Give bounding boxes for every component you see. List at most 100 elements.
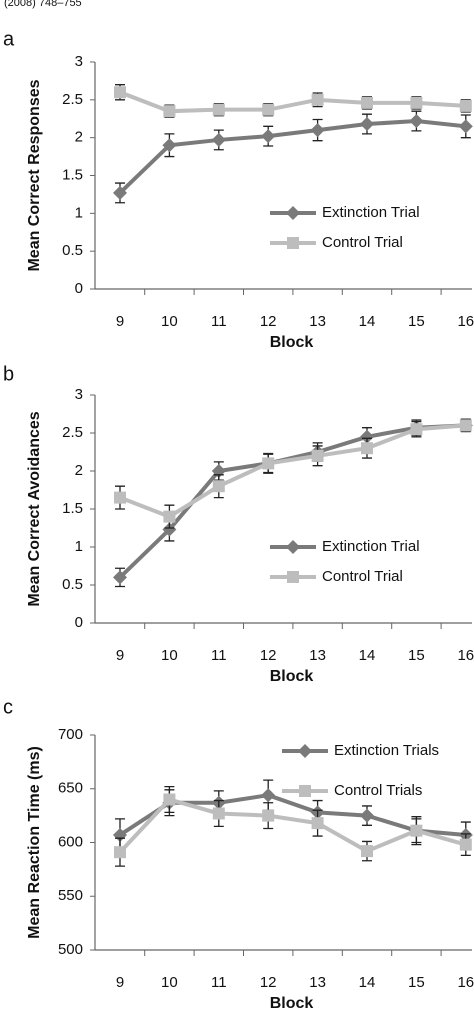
marker-square (410, 824, 423, 837)
marker-diamond (409, 114, 424, 129)
marker-diamond (286, 206, 300, 220)
y-tick-label: 2.5 (62, 424, 83, 441)
marker-square (262, 457, 275, 470)
marker-diamond (360, 808, 374, 823)
marker-square (311, 449, 324, 462)
y-tick-label: 700 (58, 726, 83, 743)
legend-label: Extinction Trial (322, 204, 420, 221)
marker-square (361, 442, 373, 455)
marker-square (410, 96, 423, 109)
legend-label: Control Trials (334, 782, 422, 799)
marker-square (311, 817, 324, 830)
x-tick-label: 10 (161, 974, 178, 991)
marker-square (212, 103, 225, 116)
y-axis-title: Mean Reaction Time (ms) (26, 746, 43, 939)
x-axis-title: Block (270, 334, 314, 351)
marker-diamond (360, 429, 374, 444)
y-axis-title: Mean Correct Responses (26, 79, 43, 271)
marker-square (410, 423, 423, 436)
y-axis-title: Mean Correct Avoidances (26, 411, 43, 606)
marker-diamond (211, 132, 226, 147)
x-tick-label: 14 (359, 974, 376, 991)
x-tick-label: 15 (408, 974, 425, 991)
marker-square (212, 807, 225, 820)
legend-label: Extinction Trial (322, 538, 420, 555)
marker-square (163, 510, 176, 523)
x-tick-label: 12 (260, 313, 277, 330)
x-tick-label: 10 (161, 647, 178, 664)
x-tick-label: 13 (309, 974, 326, 991)
marker-square (163, 105, 176, 118)
marker-square (114, 491, 126, 504)
x-tick-label: 11 (211, 647, 227, 664)
x-axis-title: Block (270, 995, 314, 1012)
x-tick-label: 14 (359, 313, 376, 330)
legend-label: Control Trial (322, 234, 403, 251)
marker-square (287, 237, 299, 249)
marker-square (361, 96, 373, 109)
series-line (118, 797, 467, 854)
marker-diamond (162, 522, 177, 537)
x-tick-label: 16 (457, 313, 474, 330)
y-tick-label: 3 (75, 53, 83, 70)
x-axis-title: Block (270, 668, 314, 685)
marker-square (287, 571, 299, 583)
y-tick-label: 3 (75, 386, 83, 403)
y-tick-label: 500 (58, 941, 83, 958)
marker-square (212, 480, 225, 493)
x-tick-label: 9 (116, 974, 124, 991)
marker-square (459, 419, 472, 432)
marker-diamond (162, 138, 177, 153)
y-tick-label: 0 (75, 280, 83, 297)
x-tick-label: 9 (116, 647, 124, 664)
panel-label: c (3, 696, 13, 718)
y-tick-label: 0.5 (62, 242, 83, 259)
y-tick-label: 2.5 (62, 91, 83, 108)
marker-square (459, 838, 472, 851)
x-tick-label: 12 (260, 647, 277, 664)
x-tick-label: 16 (457, 647, 474, 664)
marker-diamond (113, 185, 127, 200)
series-line (119, 90, 466, 114)
x-tick-label: 9 (116, 313, 124, 330)
marker-square (262, 103, 275, 116)
y-tick-label: 2 (75, 462, 83, 479)
caption: (2008) 748–755 (4, 0, 82, 9)
legend-label: Control Trial (322, 568, 403, 585)
x-tick-label: 11 (211, 313, 227, 330)
y-tick-label: 600 (58, 833, 83, 850)
panel-label: b (3, 363, 14, 385)
marker-square (459, 99, 472, 112)
marker-diamond (113, 570, 127, 585)
marker-diamond (286, 540, 300, 554)
y-tick-label: 1.5 (62, 500, 83, 517)
x-tick-label: 12 (260, 974, 277, 991)
x-tick-label: 16 (457, 974, 474, 991)
panel-label: a (3, 28, 15, 50)
marker-square (163, 793, 176, 806)
x-tick-label: 11 (211, 974, 227, 991)
marker-diamond (298, 744, 312, 758)
y-tick-label: 650 (58, 780, 83, 797)
marker-diamond (261, 788, 276, 803)
series-line (119, 423, 466, 519)
series-line (118, 119, 467, 195)
marker-diamond (360, 117, 374, 132)
legend-label: Extinction Trials (334, 742, 439, 759)
y-tick-label: 1 (75, 204, 83, 221)
marker-square (299, 785, 311, 797)
x-tick-label: 14 (359, 647, 376, 664)
y-tick-label: 1.5 (62, 166, 83, 183)
y-tick-label: 2 (75, 129, 83, 146)
marker-square (311, 93, 324, 106)
marker-square (262, 809, 275, 822)
x-tick-label: 10 (161, 313, 178, 330)
marker-square (361, 845, 373, 858)
y-tick-label: 0 (75, 614, 83, 631)
y-tick-label: 0.5 (62, 576, 83, 593)
y-tick-label: 1 (75, 538, 83, 555)
x-tick-label: 15 (408, 313, 425, 330)
x-tick-label: 13 (309, 647, 326, 664)
x-tick-label: 15 (408, 647, 425, 664)
